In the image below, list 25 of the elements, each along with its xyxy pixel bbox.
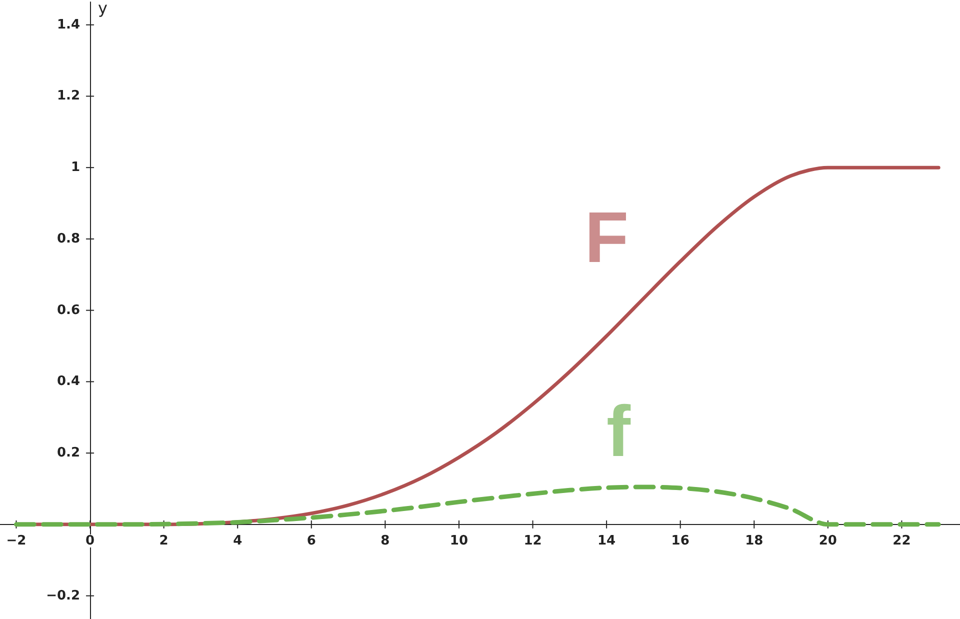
- line-series: [14, 484, 941, 527]
- y-tick-label: 1: [70, 160, 80, 176]
- y-tick-label: 1.4: [56, 17, 80, 32]
- x-tick-label: 2: [159, 533, 168, 548]
- x-tick-label: 18: [745, 533, 764, 548]
- x-tick-label: 20: [818, 533, 837, 548]
- x-tick-label: 0: [86, 533, 95, 548]
- x-tick-label: 4: [233, 533, 242, 548]
- series-label: F: [584, 198, 629, 278]
- series-label: f: [606, 392, 632, 472]
- x-tick-label: −2: [6, 533, 26, 548]
- y-tick-label: 0.4: [56, 374, 80, 390]
- y-axis-title: y: [98, 0, 108, 18]
- x-tick-label: 8: [380, 533, 390, 548]
- x-tick-label: 22: [892, 533, 911, 548]
- x-tick-label: 16: [671, 533, 690, 548]
- y-tick-label: 0.6: [56, 302, 80, 318]
- x-tick-label: 10: [450, 533, 468, 548]
- y-tick-label: 0.2: [56, 446, 80, 461]
- x-tick-label: 14: [598, 533, 616, 548]
- y-tick-label: 1.2: [56, 88, 80, 104]
- x-tick-label: 6: [306, 533, 316, 548]
- y-tick-label: −0.2: [46, 588, 80, 604]
- x-tick-label: 12: [524, 533, 542, 548]
- y-tick-label: 0.8: [56, 231, 80, 246]
